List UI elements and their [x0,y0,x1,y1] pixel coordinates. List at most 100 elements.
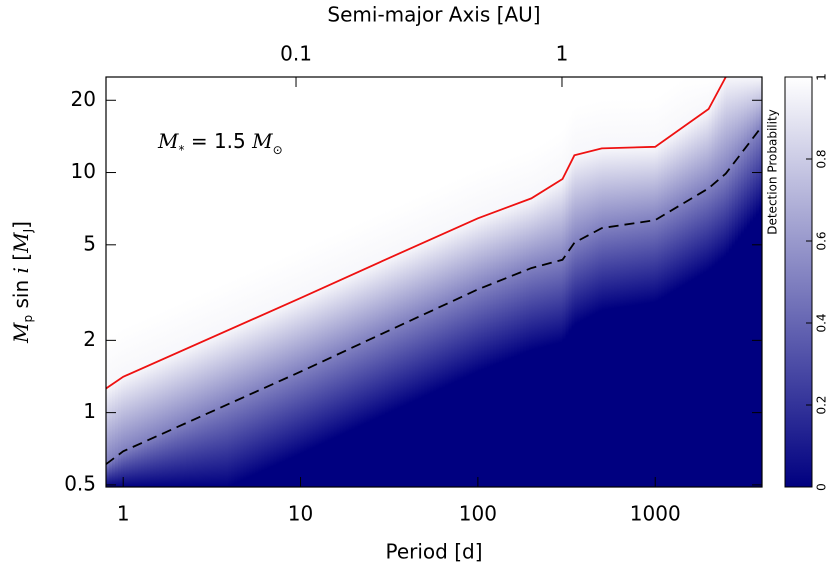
y-title-part: M [9,232,33,254]
heat-column [258,77,262,487]
heat-column [480,77,485,487]
annotation-part: ⊙ [273,143,283,157]
heat-column [306,77,311,487]
heat-column [204,77,208,487]
heat-column [625,77,630,487]
heat-column [303,77,308,487]
x-axis-title: Period [d] [385,540,482,564]
heat-column [552,77,556,487]
heat-column [670,77,674,487]
heat-column [297,77,301,487]
heat-column [369,77,374,487]
heat-column [685,77,689,487]
heat-column [571,77,575,487]
heat-column [279,77,283,487]
y-tick-label: 10 [71,159,96,183]
colorbar-tick-label: 1 [815,73,829,81]
heat-column [513,77,518,487]
colorbar-label: Detection Probability [766,109,780,235]
heat-column [549,77,553,487]
heat-column [740,77,745,487]
heat-column [601,77,606,487]
heat-column [342,77,347,487]
heat-column [688,77,692,487]
heat-column [397,77,401,487]
heat-column [168,77,172,487]
y-title-part: ] [9,221,33,229]
heat-column [714,77,719,487]
heat-column [318,77,323,487]
heat-column [746,77,751,487]
heat-column [676,77,680,487]
heat-column [640,77,645,487]
heat-column [363,77,368,487]
x2-axis-title: Semi-major Axis [AU] [327,3,540,27]
heat-column [558,77,562,487]
heat-column [631,77,636,487]
colorbar-tick-label: 0.4 [815,313,829,332]
heat-column [492,77,497,487]
heat-column [646,77,651,487]
heat-column [123,77,127,487]
heat-column [706,77,710,487]
heat-column [246,77,250,487]
heat-column [565,77,570,487]
heat-column [121,77,124,487]
heat-column [381,77,386,487]
heat-column [472,77,476,487]
heat-column [562,77,567,487]
heat-column [574,77,578,487]
heat-column [734,77,739,487]
heat-column [720,77,725,487]
heat-column [147,77,151,487]
y-title-part: sin [9,273,33,314]
heat-column [222,77,226,487]
heat-column [366,77,371,487]
heat-column [583,77,587,487]
heat-column [507,77,512,487]
heat-column [673,77,677,487]
annotation-part: = 1.5 [184,129,252,153]
heat-column [589,77,593,487]
heat-column [138,77,142,487]
heat-column [519,77,524,487]
heat-column [378,77,383,487]
heat-column [315,77,320,487]
heat-column [150,77,154,487]
heat-column [300,77,305,487]
heat-column [537,77,541,487]
heat-column [330,77,335,487]
heat-column [159,77,163,487]
y-axis-title: Mp sin i [MJ] [9,221,35,344]
heat-column [109,77,113,487]
heat-column [421,77,425,487]
heat-column [351,77,356,487]
colorbar-tick-label: 0.6 [815,231,829,250]
heat-column [180,77,184,487]
heat-column [725,77,730,487]
y-tick-label: 2 [83,327,96,351]
heat-column [129,77,133,487]
heat-column [711,77,716,487]
x-tick-label: 1000 [630,502,681,526]
heat-column [598,77,602,487]
heat-column [216,77,220,487]
heat-column [717,77,722,487]
heat-column [339,77,344,487]
heat-column [234,77,238,487]
heat-column [743,77,748,487]
series-line [106,77,727,390]
heat-column [703,77,707,487]
heat-column [324,77,329,487]
x2-tick-label: 1 [556,42,569,66]
heat-column [153,77,157,487]
heat-column [174,77,178,487]
heat-column [294,77,298,487]
heat-column [276,77,280,487]
heat-column [415,77,419,487]
heat-column [264,77,268,487]
heat-column [504,77,509,487]
heat-column [255,77,259,487]
heat-column [752,77,757,487]
